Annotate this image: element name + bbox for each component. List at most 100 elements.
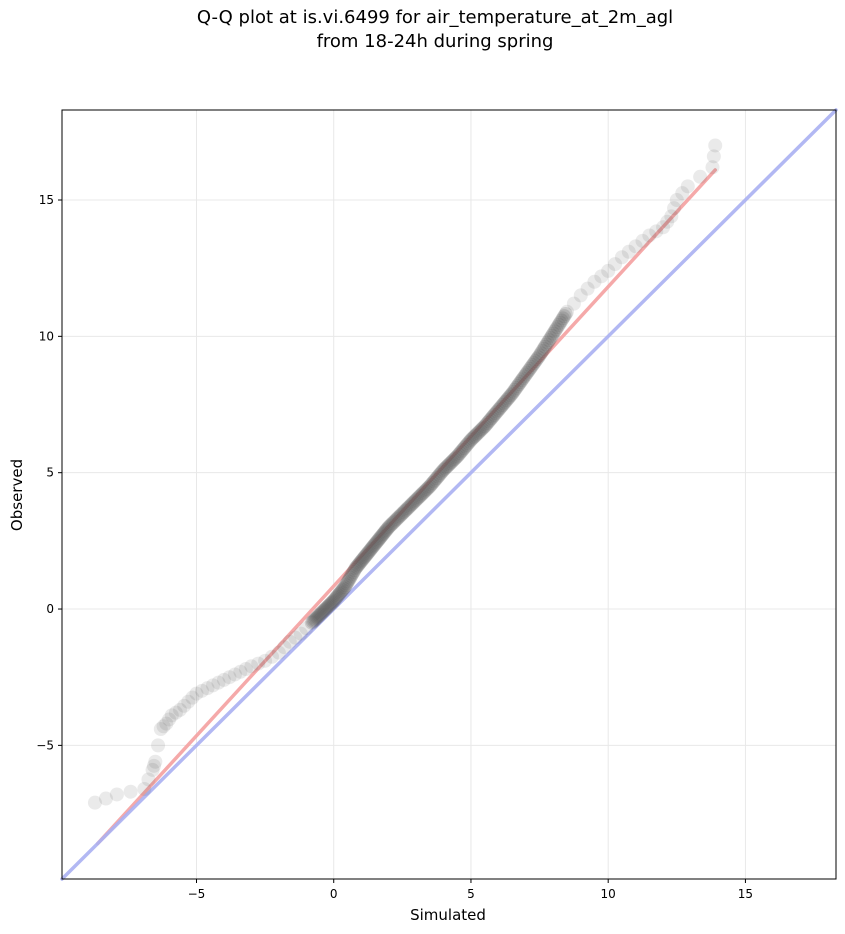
quantile-point <box>319 601 334 616</box>
quantile-point <box>513 375 528 390</box>
quantile-point <box>680 179 695 194</box>
quantile-point <box>536 341 551 356</box>
quantile-point <box>457 441 472 456</box>
quantile-point <box>529 352 544 367</box>
quantile-point <box>153 722 168 737</box>
quantile-point <box>473 423 488 438</box>
quantile-point <box>321 599 336 614</box>
quantile-point <box>451 447 466 462</box>
quantile-point <box>458 439 473 454</box>
quantile-point <box>543 330 558 345</box>
quantile-point <box>350 558 365 573</box>
quantile-point <box>331 588 346 603</box>
quantile-point <box>487 407 502 422</box>
quantile-point <box>465 431 480 446</box>
quantile-point <box>369 535 384 550</box>
quantile-point <box>264 649 279 664</box>
reference-lines <box>60 108 838 881</box>
quantile-point <box>499 393 514 408</box>
quantile-point <box>520 365 535 380</box>
quantile-point <box>340 574 355 589</box>
quantile-point <box>222 670 237 685</box>
quantile-point <box>540 335 555 350</box>
quantile-point <box>324 596 339 611</box>
quantile-point <box>308 612 323 627</box>
quantile-point <box>168 705 183 720</box>
quantile-point <box>656 220 671 235</box>
quantile-point <box>518 367 533 382</box>
quantile-point <box>347 563 362 578</box>
quantile-point <box>507 382 522 397</box>
quantile-point <box>181 694 196 709</box>
quantile-point <box>435 464 450 479</box>
quantile-point <box>531 350 546 365</box>
quantile-point <box>377 525 392 540</box>
quantile-point <box>420 482 435 497</box>
quantile-point <box>227 667 242 682</box>
quantile-point <box>343 570 358 585</box>
quantile-point <box>510 378 525 393</box>
quantile-point <box>428 472 443 487</box>
quantile-point <box>332 587 347 602</box>
x-tick-label: 0 <box>330 887 338 901</box>
quantile-point <box>454 444 469 459</box>
quantile-point <box>304 615 319 630</box>
quantile-point <box>452 446 467 461</box>
quantile-point <box>334 584 349 599</box>
quantile-point <box>177 698 192 713</box>
quantile-point <box>551 317 566 332</box>
quantile-point <box>325 594 340 609</box>
quantile-point <box>366 539 381 554</box>
quantile-point <box>311 609 326 624</box>
quantile-point <box>162 712 177 727</box>
quantile-point <box>422 479 437 494</box>
quantile-point <box>123 784 138 799</box>
quantile-point <box>479 417 494 432</box>
quantile-point <box>400 501 415 516</box>
quantile-point <box>528 354 543 369</box>
quantile-point <box>431 469 446 484</box>
quantile-point <box>406 495 421 510</box>
quantile-point <box>440 458 455 473</box>
quantile-point <box>299 621 314 636</box>
quantile-point <box>359 547 374 562</box>
x-tick-label: −5 <box>188 887 206 901</box>
quantile-point <box>337 580 352 595</box>
quantile-point <box>251 656 266 671</box>
quantile-point <box>539 337 554 352</box>
quantile-point <box>407 494 422 509</box>
quantile-point <box>365 540 380 555</box>
quantile-point <box>141 772 156 787</box>
quantile-point <box>542 333 557 348</box>
plot-frame <box>61 109 837 880</box>
quantile-point <box>384 517 399 532</box>
quantile-point <box>411 490 426 505</box>
quantile-point <box>490 404 505 419</box>
quantile-point <box>338 578 353 593</box>
quantile-point <box>498 394 513 409</box>
quantile-point <box>483 412 498 427</box>
quantile-point <box>238 662 253 677</box>
quantile-point <box>173 702 188 717</box>
quantile-point <box>463 432 478 447</box>
quantile-point <box>476 420 491 435</box>
quantile-point <box>396 505 411 520</box>
quantile-point <box>505 386 520 401</box>
quantile-point <box>549 322 564 337</box>
quantile-point <box>348 561 363 576</box>
quantile-point <box>470 426 485 441</box>
quantile-point <box>388 513 403 528</box>
quantile-point <box>312 608 327 623</box>
quantile-point <box>320 600 335 615</box>
y-axis-label: Observed <box>8 459 26 531</box>
quantile-point <box>305 614 320 629</box>
quantile-point <box>395 506 410 521</box>
quantile-point <box>501 391 516 406</box>
quantile-point <box>282 634 297 649</box>
quantile-point <box>354 554 369 569</box>
quantile-point <box>601 263 616 278</box>
quantile-point <box>538 339 553 354</box>
y-tick-label: 0 <box>46 602 54 616</box>
quantile-point <box>580 281 595 296</box>
quantile-point <box>522 361 537 376</box>
